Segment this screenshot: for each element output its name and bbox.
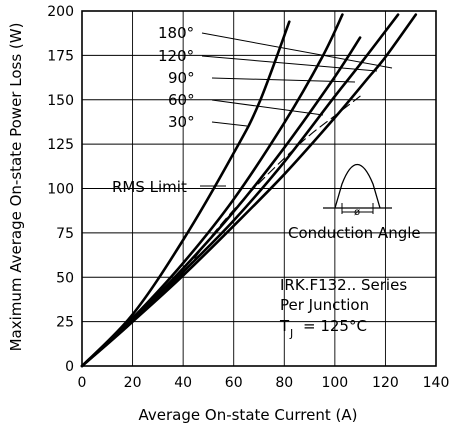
x-tick-label: 120 bbox=[372, 375, 399, 391]
x-tick-label: 40 bbox=[174, 375, 192, 391]
y-axis-title: Maximum Average On-state Power Loss (W) bbox=[7, 23, 25, 352]
x-tick-label: 100 bbox=[321, 375, 348, 391]
y-tick-label: 150 bbox=[47, 93, 74, 109]
y-tick-label: 75 bbox=[56, 226, 74, 242]
y-tick-label: 100 bbox=[47, 182, 74, 198]
y-tick-label: 200 bbox=[47, 4, 74, 20]
curve-label: 120° bbox=[158, 47, 194, 65]
info-line-series: IRK.F132.. Series bbox=[280, 276, 407, 294]
curve-label: 180° bbox=[158, 24, 194, 42]
plot-frame bbox=[81, 10, 437, 367]
series-line bbox=[80, 13, 344, 368]
x-tick-label: 20 bbox=[124, 375, 142, 391]
series-line bbox=[80, 20, 291, 368]
curve-label-leader bbox=[201, 32, 393, 69]
conduction-angle-inset: ø Conduction Angle bbox=[288, 164, 421, 242]
tj-label: T bbox=[279, 317, 290, 335]
series-group bbox=[80, 13, 418, 368]
curve-label: 30° bbox=[168, 113, 195, 131]
info-line-junction: Per Junction bbox=[280, 296, 369, 314]
conduction-angle-symbol: ø bbox=[354, 207, 360, 218]
half-sine-waveform bbox=[334, 164, 381, 209]
y-tick-label: 50 bbox=[56, 270, 74, 286]
x-tick-label: 0 bbox=[78, 375, 87, 391]
curve-label: 60° bbox=[168, 91, 195, 109]
curve-label: 90° bbox=[168, 69, 195, 87]
curve-labels: 180° 120° 90° 60° 30° bbox=[158, 24, 393, 131]
y-tick-label: 25 bbox=[56, 315, 74, 331]
x-tick-label: 140 bbox=[423, 375, 450, 391]
rms-limit-label: RMS Limit bbox=[112, 178, 187, 196]
tj-value: = 125°C bbox=[303, 317, 367, 335]
y-tick-label: 175 bbox=[47, 48, 74, 64]
x-tick-label: 60 bbox=[225, 375, 243, 391]
x-axis-title: Average On-state Current (A) bbox=[139, 406, 358, 424]
y-tick-label: 0 bbox=[65, 359, 74, 375]
curve-label-leader bbox=[201, 55, 378, 72]
curve-label-leader bbox=[211, 77, 356, 83]
y-tick-label: 125 bbox=[47, 137, 74, 153]
tj-subscript: J bbox=[289, 327, 293, 340]
tick-labels: 0 20 40 60 80 100 120 140 0 25 50 75 100 125 150 175 200 bbox=[47, 4, 449, 391]
curve-label-leader bbox=[211, 99, 324, 116]
x-tick-label: 80 bbox=[275, 375, 293, 391]
rms-limit-curve bbox=[177, 95, 361, 282]
curve-label-leader bbox=[211, 121, 248, 127]
series-info: IRK.F132.. Series Per Junction T J = 125… bbox=[279, 276, 407, 340]
conduction-angle-label: Conduction Angle bbox=[288, 224, 421, 242]
grid bbox=[82, 11, 436, 366]
